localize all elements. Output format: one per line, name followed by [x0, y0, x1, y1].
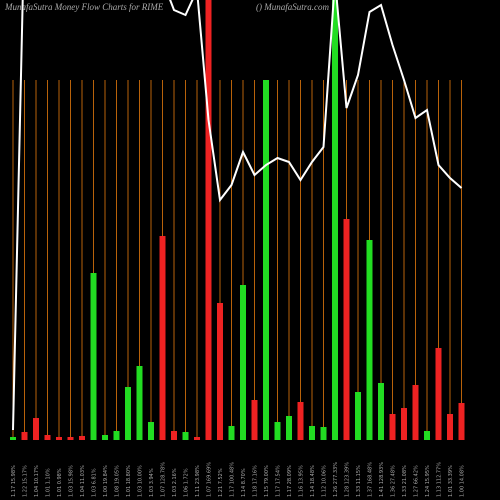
x-tick-label: 1.18 17.16% [253, 465, 259, 497]
bar [44, 435, 51, 440]
bar [389, 414, 396, 440]
x-tick-label: 1.01 0.98% [57, 468, 63, 497]
x-tick-label: 1.00 19.84% [103, 465, 109, 497]
bar [171, 431, 177, 440]
bar [228, 426, 235, 440]
x-tick-label: 1.07 128.78% [161, 462, 167, 497]
bar [148, 422, 154, 440]
bar [401, 408, 407, 440]
chart-title: MunafaSutra Money Flow Charts for RIME [4, 2, 164, 12]
bar [240, 285, 246, 440]
x-tick-label: 1.03 2.16% [172, 468, 178, 497]
bar [458, 403, 465, 440]
bar [125, 387, 131, 440]
bar [435, 348, 442, 440]
bar [182, 432, 189, 440]
bar [79, 436, 85, 440]
bar [251, 400, 258, 440]
bar [56, 437, 62, 440]
x-tick-label: 1.08 19.05% [115, 465, 121, 497]
x-tick-label: 1.24 15.95% [425, 465, 431, 497]
x-tick-label: 1.41 128.93% [379, 462, 385, 497]
money-flow-line [12, 0, 463, 431]
x-tick-label: 1.37 168.48% [368, 462, 374, 497]
bar [309, 426, 315, 440]
x-tick-label: 1.22 15.17% [23, 465, 29, 497]
x-tick-label: 1.01 18.80% [126, 465, 132, 497]
x-tick-label: 1.04 11.03% [80, 465, 86, 497]
bar [159, 236, 166, 440]
bar [320, 427, 327, 440]
bar [10, 437, 16, 440]
bar [102, 435, 108, 440]
x-tick-label: 1.33 21.08% [402, 465, 408, 497]
bar [263, 80, 269, 440]
x-tick-label: 1.13 112.77% [437, 462, 443, 497]
x-tick-label: 1.17 28.09% [287, 465, 293, 497]
x-tick-label: 1.17 15.98% [11, 465, 17, 497]
bar [412, 385, 419, 440]
x-tick-label: 1.12 10.06% [322, 465, 328, 497]
x-tick-label: 1.03 15.98% [69, 465, 75, 497]
x-tick-label: 1.28 123.39% [345, 462, 351, 497]
x-tick-label: 1.03 10.00% [138, 465, 144, 497]
x-tick-label: 1.03 3.94% [149, 468, 155, 497]
bar [355, 392, 361, 440]
x-tick-label: 1.17 100.48% [230, 462, 236, 497]
x-tick-label: 1.14 8.70% [241, 468, 247, 497]
bar [90, 273, 97, 440]
x-tick-label: 1.04 10.17% [34, 465, 40, 497]
bar [447, 414, 453, 440]
bar [274, 422, 281, 440]
x-tick-label: 1.01 1.10% [46, 468, 52, 497]
x-tick-label: 1.17 17.54% [276, 465, 282, 497]
bar [205, 0, 212, 440]
bar [286, 416, 292, 440]
x-tick-label: 1.21 7.52% [218, 468, 224, 497]
bar [424, 431, 430, 440]
x-tick-label: 1.26 277.33% [333, 462, 339, 497]
x-tick-label: 1.14 18.48% [310, 465, 316, 497]
x-tick-label: 1.27 66.42% [414, 465, 420, 497]
x-tick-label: 1.15 79.00% [264, 465, 270, 497]
bar [332, 0, 338, 440]
bar [343, 219, 350, 440]
x-tick-label: 1.00 14.08% [460, 465, 466, 497]
bar [217, 303, 223, 440]
bar [113, 431, 120, 440]
bar [21, 432, 28, 440]
bar [67, 437, 74, 440]
chart-subtitle: () MunafaSutra.com [256, 2, 329, 12]
x-tick-label: 1.01 33.39% [448, 465, 454, 497]
bar [297, 402, 304, 440]
x-tick-label: 1.03 6.81% [92, 468, 98, 497]
x-tick-label: 1.07 169.69% [207, 462, 213, 497]
x-tick-label: 1.33 11.15% [356, 465, 362, 497]
x-tick-label: 1.11 23.98% [195, 465, 201, 497]
bar [136, 366, 143, 440]
x-tick-label: 1.16 13.95% [299, 465, 305, 497]
x-tick-label: 1.06 1.72% [184, 468, 190, 497]
x-tick-label: 1.36 27.48% [391, 465, 397, 497]
bar [33, 418, 39, 440]
bar [366, 240, 373, 440]
bar [378, 383, 384, 440]
bar [194, 437, 200, 440]
